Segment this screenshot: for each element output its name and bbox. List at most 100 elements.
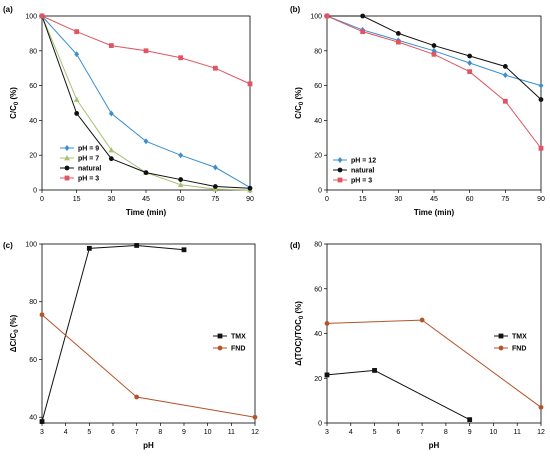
series: [324, 13, 544, 89]
data-point: [324, 372, 330, 378]
data-point: [39, 13, 45, 19]
legend-marker: [337, 157, 343, 163]
x-tick-label: 12: [251, 429, 259, 436]
legend: pH = 12 natural pH = 3: [333, 157, 376, 185]
data-point: [143, 138, 149, 145]
data-point: [431, 51, 437, 57]
data-point: [502, 98, 508, 104]
plot-frame: [41, 243, 256, 424]
x-tick-label: 0: [325, 196, 329, 203]
legend-label: TMX: [231, 334, 246, 341]
x-tick-label: 90: [246, 196, 254, 203]
data-point: [252, 414, 258, 420]
legend-label: pH = 9: [78, 146, 99, 153]
series: [324, 317, 544, 410]
x-tick-label: 6: [396, 429, 400, 436]
x-tick-label: 45: [430, 196, 438, 203]
y-tick-label: 60: [29, 83, 37, 90]
data-point: [360, 29, 366, 35]
data-point: [538, 145, 544, 151]
data-point: [212, 65, 218, 71]
series-line: [326, 369, 470, 421]
y-tick-label: 0: [318, 421, 322, 428]
data-point: [86, 245, 92, 251]
x-axis-label: pH: [429, 441, 440, 450]
x-tick-label: 8: [444, 429, 448, 436]
x-tick-label: 15: [73, 196, 81, 203]
legend-label: pH = 3: [78, 176, 99, 183]
x-axis-label: Time (min): [414, 208, 455, 217]
legend: pH = 9 pH = 7 natural pH = 3: [60, 145, 101, 183]
series-line: [326, 319, 542, 408]
y-tick-label: 40: [29, 415, 37, 422]
series-line: [41, 15, 251, 189]
series: [324, 13, 544, 102]
data-point: [177, 181, 184, 188]
y-tick-label: 40: [314, 331, 322, 338]
x-tick-label: 5: [373, 429, 377, 436]
x-tick-label: 0: [40, 196, 44, 203]
x-axis-label: Time (min): [126, 208, 167, 217]
x-tick-label: 4: [64, 429, 68, 436]
data-point: [134, 394, 140, 400]
data-point: [74, 51, 80, 58]
series-line: [41, 314, 256, 418]
x-tick-label: 60: [466, 196, 474, 203]
data-point: [247, 185, 253, 191]
legend-marker: [64, 155, 70, 161]
x-tick-label: 9: [182, 429, 186, 436]
x-tick-label: 10: [490, 429, 498, 436]
series: [39, 13, 253, 191]
legend-label: natural: [78, 166, 101, 173]
x-tick-label: 60: [177, 196, 185, 203]
x-tick-label: 75: [501, 196, 509, 203]
y-tick-label: 80: [314, 242, 322, 249]
legend: TMX FND: [494, 334, 527, 353]
y-axis-label: Δ(TOC)/TOC0 (%): [294, 301, 305, 366]
legend-label: TMX: [512, 334, 527, 341]
data-point: [181, 247, 187, 253]
x-tick-label: 6: [111, 429, 115, 436]
series: [324, 13, 544, 151]
x-axis-label: pH: [143, 441, 154, 450]
x-tick-label: 3: [40, 429, 44, 436]
legend-label: FND: [231, 346, 245, 353]
y-tick-label: 80: [29, 48, 37, 55]
chart-panel: (b) 0 15 30 45 60 75 90 0 20 40 60 80 100 Time (min) C/…: [290, 5, 545, 217]
y-axis-label: C/C0 (%): [294, 87, 305, 119]
y-tick-label: 80: [29, 299, 37, 306]
y-axis-label: ΔC/C0 (%): [9, 314, 20, 352]
x-tick-label: 10: [204, 429, 212, 436]
data-point: [178, 152, 184, 159]
y-tick-label: 100: [25, 14, 37, 21]
legend-marker: [217, 333, 223, 339]
legend-marker: [217, 345, 223, 351]
legend-marker: [337, 167, 343, 173]
x-tick-label: 12: [537, 429, 545, 436]
legend-marker: [64, 165, 70, 171]
data-point: [372, 368, 377, 373]
data-point: [134, 243, 140, 248]
data-point: [108, 146, 115, 153]
legend: TMX FND: [213, 334, 246, 353]
y-tick-label: 60: [29, 357, 37, 364]
y-tick-label: 80: [314, 48, 322, 55]
data-point: [39, 312, 45, 318]
panel-label: (d): [290, 241, 301, 250]
y-tick-label: 60: [314, 286, 322, 293]
data-point: [108, 43, 114, 48]
chart-panel: (a) 0 15 30 45 60 75 90 0 20 40 60 80 100 Time (min) C/…: [3, 5, 254, 217]
data-point: [467, 53, 473, 59]
data-point: [73, 96, 80, 102]
y-tick-label: 20: [314, 153, 322, 160]
data-point: [212, 164, 218, 171]
y-axis-label: C/C0 (%): [9, 87, 20, 119]
legend-marker: [64, 145, 70, 151]
data-point: [467, 417, 473, 423]
legend-label: pH = 3: [351, 178, 372, 185]
x-tick-label: 7: [135, 429, 139, 436]
x-tick-label: 9: [468, 429, 472, 436]
data-point: [212, 184, 218, 189]
y-tick-label: 0: [318, 188, 322, 195]
series-line: [326, 15, 542, 149]
